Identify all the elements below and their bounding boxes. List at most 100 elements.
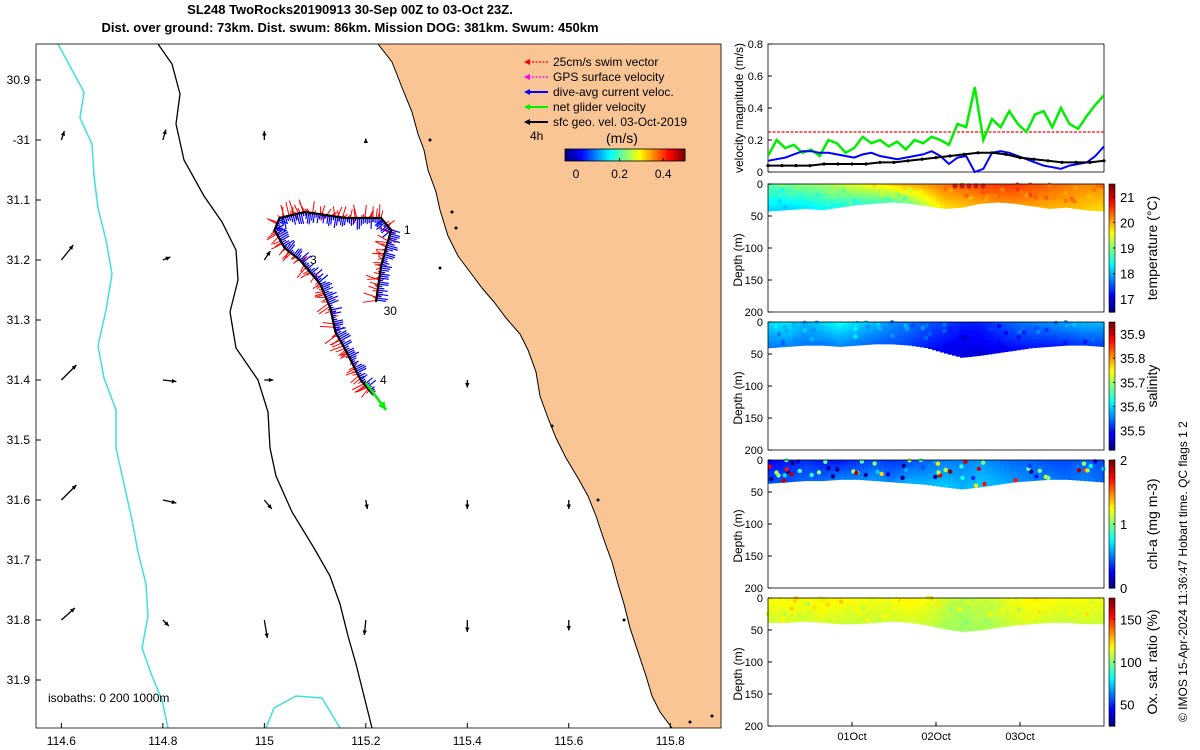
section-cell <box>1076 598 1081 602</box>
section-cell <box>944 202 949 207</box>
track-day-label: 4 <box>380 373 387 387</box>
section-colorbar-cell <box>1109 192 1115 196</box>
section-cell <box>776 195 781 200</box>
section-sample <box>963 459 968 464</box>
section-colorbar-label: temperature (°C) <box>1144 196 1160 300</box>
section-cell <box>1056 468 1061 472</box>
geo-velocity-arrow-head <box>465 504 470 509</box>
section-cell <box>804 342 809 346</box>
section-colorbar-cell <box>1109 569 1115 573</box>
section-cell <box>1016 460 1021 463</box>
section-cell <box>896 464 901 468</box>
section-cell <box>768 614 773 618</box>
section-cell <box>1016 322 1021 326</box>
section-cell <box>1004 196 1009 200</box>
section-cell <box>964 472 969 477</box>
section-cell <box>848 617 853 622</box>
section-cell <box>868 475 873 479</box>
section-cell <box>784 608 789 613</box>
section-cell <box>1092 322 1097 326</box>
section-colorbar-cell <box>1109 460 1115 464</box>
section-cell <box>968 469 973 474</box>
section-colorbar-cell <box>1109 678 1115 682</box>
section-cell <box>832 322 837 326</box>
dive-avg-current-vector <box>339 217 343 226</box>
section-cell <box>808 205 813 210</box>
section-cell <box>776 201 781 206</box>
section-cell <box>840 327 845 331</box>
section-cell <box>924 615 929 620</box>
section-cell <box>1048 189 1053 193</box>
section-cell <box>896 618 901 623</box>
section-cell <box>820 469 825 472</box>
section-cell <box>776 460 781 464</box>
section-cell <box>772 184 777 188</box>
section-cell <box>936 465 941 470</box>
map-x-tick-label: 115.4 <box>453 734 482 748</box>
section-cell <box>964 478 969 483</box>
swim-vector <box>338 349 346 357</box>
section-cell <box>864 186 869 190</box>
section-cell <box>804 460 809 463</box>
section-cell <box>904 329 909 333</box>
section-cell <box>1012 331 1017 336</box>
section-cell <box>944 189 949 193</box>
section-cell <box>1076 205 1081 210</box>
section-cell <box>952 601 957 606</box>
section-sample <box>920 325 926 331</box>
section-cell <box>944 184 949 188</box>
section-cell <box>792 206 797 210</box>
section-sample <box>771 603 776 608</box>
section-cell <box>928 196 933 200</box>
section-cell <box>940 471 945 476</box>
section-cell <box>856 193 861 196</box>
section-cell <box>1068 332 1073 336</box>
section-cell <box>956 340 961 346</box>
section-cell <box>1064 196 1069 201</box>
section-cell <box>896 472 901 476</box>
section-cell <box>1088 612 1093 616</box>
dive-avg-current-vector <box>358 372 366 378</box>
swim-vector <box>322 322 334 325</box>
section-cell <box>1076 477 1081 481</box>
section-cell <box>1060 189 1065 193</box>
section-cell <box>1008 328 1013 333</box>
section-cell <box>1056 472 1061 476</box>
section-sample <box>784 328 789 334</box>
section-cell <box>1088 620 1093 625</box>
section-cell <box>988 476 993 481</box>
section-cell <box>940 611 945 616</box>
section-sample <box>894 596 900 602</box>
section-cell <box>952 197 957 201</box>
section-cell <box>824 464 829 468</box>
section-cell <box>888 200 893 203</box>
section-cell <box>912 322 917 326</box>
section-cell <box>852 337 857 341</box>
section-cell <box>800 329 805 333</box>
section-cell <box>1008 198 1013 202</box>
section-cell <box>1096 476 1101 480</box>
section-cell <box>784 619 789 623</box>
section-sample <box>1033 195 1038 200</box>
section-cell <box>952 347 957 353</box>
section-cell <box>816 200 821 205</box>
swim-vector <box>337 206 343 218</box>
section-cell <box>992 339 997 344</box>
section-cell <box>908 324 913 328</box>
section-cell <box>1084 189 1089 194</box>
section-cell <box>820 600 825 604</box>
section-cell <box>1044 338 1049 342</box>
section-cell <box>912 462 917 466</box>
section-cell <box>1028 339 1033 343</box>
swim-vector <box>386 220 396 226</box>
section-cell <box>1096 464 1101 468</box>
section-cell <box>1084 606 1089 610</box>
section-cell <box>968 623 973 628</box>
section-cell <box>972 481 977 486</box>
section-cell <box>1048 616 1053 621</box>
section-cell <box>1080 339 1085 344</box>
section-cell <box>1036 333 1041 337</box>
section-cell <box>848 193 853 197</box>
section-cell <box>1076 184 1081 188</box>
section-cell <box>816 329 821 333</box>
